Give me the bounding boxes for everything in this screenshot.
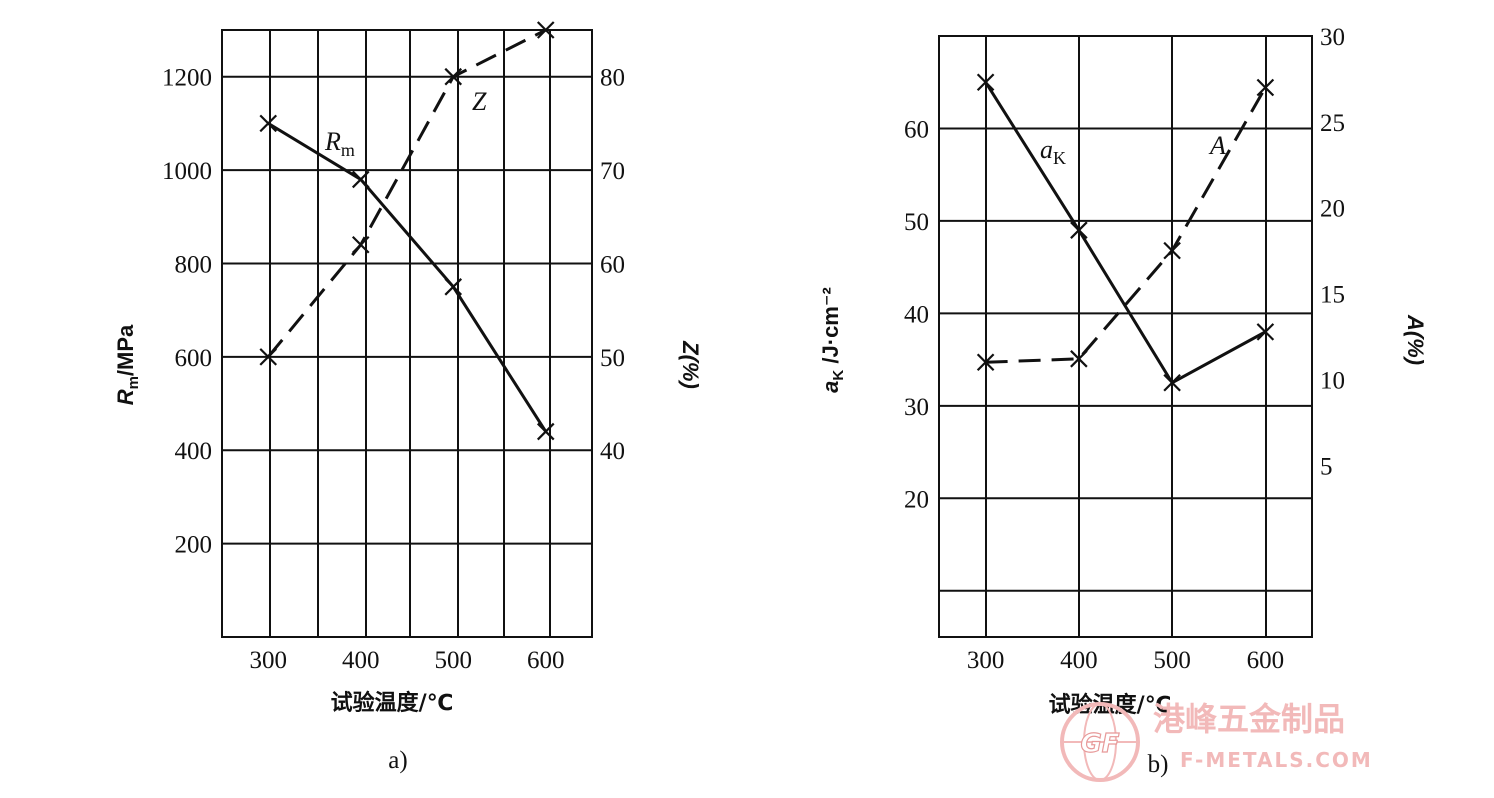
data-point-rm bbox=[444, 278, 463, 296]
series-label-z: Z bbox=[472, 87, 487, 116]
x-tick-label: 600 bbox=[527, 647, 565, 674]
series-b bbox=[976, 73, 1275, 392]
grid-b bbox=[938, 35, 1313, 638]
left-tick-label: 200 bbox=[175, 532, 213, 559]
tick-labels-a: 300 400 500 600 200 400 600 800 1000 1200 40 50 60 70… bbox=[162, 65, 625, 674]
data-point-ak bbox=[1256, 323, 1275, 341]
data-point-a bbox=[1070, 350, 1088, 368]
data-point-ak bbox=[1070, 221, 1088, 239]
left-axis-label-b: aK /J·cm⁻² bbox=[818, 287, 847, 393]
grid-a bbox=[221, 29, 593, 638]
data-point-rm bbox=[536, 422, 555, 441]
series-label-rm: Rm bbox=[324, 127, 355, 160]
right-tick-label: 80 bbox=[600, 65, 625, 92]
x-tick-label: 500 bbox=[435, 647, 473, 674]
right-tick-label: 10 bbox=[1320, 367, 1345, 394]
left-tick-label: 800 bbox=[175, 251, 213, 278]
data-point-a bbox=[1256, 78, 1275, 97]
right-tick-label: 50 bbox=[600, 345, 625, 372]
watermark-url: F-METALS.COM bbox=[1180, 748, 1373, 772]
right-tick-label: 15 bbox=[1320, 282, 1345, 309]
left-tick-label: 50 bbox=[904, 209, 929, 236]
data-point-ak bbox=[976, 73, 995, 92]
data-point-z bbox=[351, 236, 370, 254]
right-tick-label: 40 bbox=[600, 438, 625, 465]
series-a bbox=[259, 21, 555, 441]
left-tick-label: 400 bbox=[175, 438, 213, 465]
series-label-a: A bbox=[1208, 131, 1226, 160]
right-tick-label: 20 bbox=[1320, 196, 1345, 223]
x-tick-label: 300 bbox=[250, 647, 288, 674]
data-point-ak bbox=[1163, 373, 1181, 392]
data-point-z bbox=[536, 21, 555, 39]
right-axis-label-a: Z(%) bbox=[678, 340, 703, 389]
x-tick-label: 400 bbox=[342, 647, 380, 674]
right-tick-label: 5 bbox=[1320, 453, 1333, 480]
panel-label-a: a) bbox=[388, 747, 407, 774]
right-axis-label-b: A(%) bbox=[1403, 314, 1428, 365]
data-point-a bbox=[976, 353, 995, 372]
x-tick-label: 400 bbox=[1060, 647, 1098, 674]
series-line-ak bbox=[984, 81, 1267, 385]
x-axis-label-a: 试验温度/℃ bbox=[331, 690, 454, 716]
left-tick-label: 60 bbox=[904, 116, 929, 143]
x-tick-label: 300 bbox=[967, 647, 1005, 674]
series-label-ak: aK bbox=[1040, 135, 1066, 168]
right-tick-label: 60 bbox=[600, 251, 625, 278]
watermark-logo: GF 港峰五金制品 F-METALS.COM bbox=[1060, 700, 1373, 782]
series-line-z bbox=[267, 28, 547, 358]
data-point-z bbox=[444, 67, 463, 86]
left-tick-label: 40 bbox=[904, 301, 929, 328]
left-tick-label: 1200 bbox=[162, 65, 212, 92]
right-tick-label: 70 bbox=[600, 158, 625, 185]
data-point-z bbox=[259, 348, 278, 366]
panel-label-b: b) bbox=[1148, 751, 1169, 778]
data-point-rm bbox=[259, 114, 278, 133]
left-tick-label: 20 bbox=[904, 486, 929, 513]
left-tick-label: 30 bbox=[904, 394, 929, 421]
series-line-a bbox=[985, 86, 1267, 364]
plot-frame bbox=[221, 29, 593, 638]
series-line-rm bbox=[267, 122, 548, 433]
left-tick-label: 600 bbox=[175, 345, 213, 372]
watermark-chinese: 港峰五金制品 bbox=[1153, 700, 1345, 738]
x-tick-label: 500 bbox=[1153, 647, 1191, 674]
data-point-rm bbox=[351, 170, 370, 189]
right-tick-label: 30 bbox=[1320, 24, 1345, 51]
left-tick-label: 1000 bbox=[162, 158, 212, 185]
chart-b: 300 400 500 600 20 30 40 50 60 5 10 15 20 25 30 aK /J·… bbox=[818, 24, 1428, 778]
x-tick-label: 600 bbox=[1247, 647, 1285, 674]
plot-frame bbox=[938, 35, 1313, 638]
chart-a: 300 400 500 600 200 400 600 800 1000 1200 40 50 60 70… bbox=[113, 21, 703, 774]
right-tick-label: 25 bbox=[1320, 110, 1345, 137]
tick-labels-b: 300 400 500 600 20 30 40 50 60 5 10 15 20 25 30 bbox=[904, 24, 1345, 674]
left-axis-label-a: Rm/MPa bbox=[113, 324, 142, 405]
data-point-a bbox=[1163, 241, 1181, 260]
watermark-logo-text: GF bbox=[1080, 729, 1119, 759]
